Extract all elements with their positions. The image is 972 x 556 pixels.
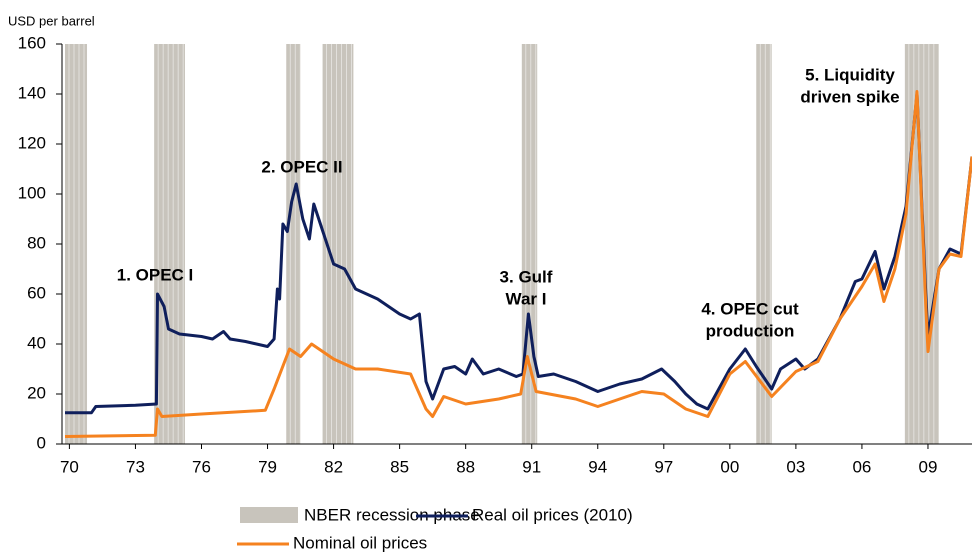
recession-band	[286, 44, 301, 444]
legend-label: Real oil prices (2010)	[472, 505, 633, 524]
x-tick-label: 88	[456, 457, 475, 476]
y-tick-label: 140	[18, 83, 46, 102]
y-tick-label: 40	[27, 333, 46, 352]
recession-band	[65, 44, 88, 444]
annotation: 2. OPEC II	[261, 157, 342, 176]
x-tick-label: 06	[852, 457, 871, 476]
legend-label: NBER recession phase	[304, 505, 480, 524]
y-tick-label: 100	[18, 183, 46, 202]
series-line	[64, 90, 972, 438]
x-tick-label: 03	[786, 457, 805, 476]
annotation: 4. OPEC cut	[701, 299, 799, 318]
x-tick-label: 97	[654, 457, 673, 476]
legend-label: Nominal oil prices	[293, 533, 427, 552]
x-tick-label: 79	[258, 457, 277, 476]
x-tick-label: 91	[522, 457, 541, 476]
annotation: 3. Gulf	[500, 267, 553, 286]
x-tick-label: 76	[192, 457, 211, 476]
y-tick-label: 160	[18, 33, 46, 52]
y-tick-label: 120	[18, 133, 46, 152]
x-tick-label: 09	[919, 457, 938, 476]
annotation: 5. Liquidity	[805, 65, 895, 84]
y-tick-label: 60	[27, 283, 46, 302]
y-tick-label: 80	[27, 233, 46, 252]
y-tick-label: 0	[37, 433, 46, 452]
series-line	[65, 92, 972, 415]
y-axis-label: USD per barrel	[8, 13, 95, 28]
x-tick-label: 82	[324, 457, 343, 476]
annotation: production	[706, 321, 795, 340]
annotation: War I	[506, 289, 547, 308]
x-tick-label: 00	[720, 457, 739, 476]
x-tick-label: 94	[588, 457, 607, 476]
legend-swatch	[240, 507, 298, 523]
recession-band	[154, 44, 185, 444]
annotation: 1. OPEC I	[117, 265, 194, 284]
x-tick-label: 73	[126, 457, 145, 476]
x-tick-label: 85	[390, 457, 409, 476]
x-tick-label: 70	[60, 457, 79, 476]
y-tick-label: 20	[27, 383, 46, 402]
annotation: driven spike	[800, 87, 899, 106]
